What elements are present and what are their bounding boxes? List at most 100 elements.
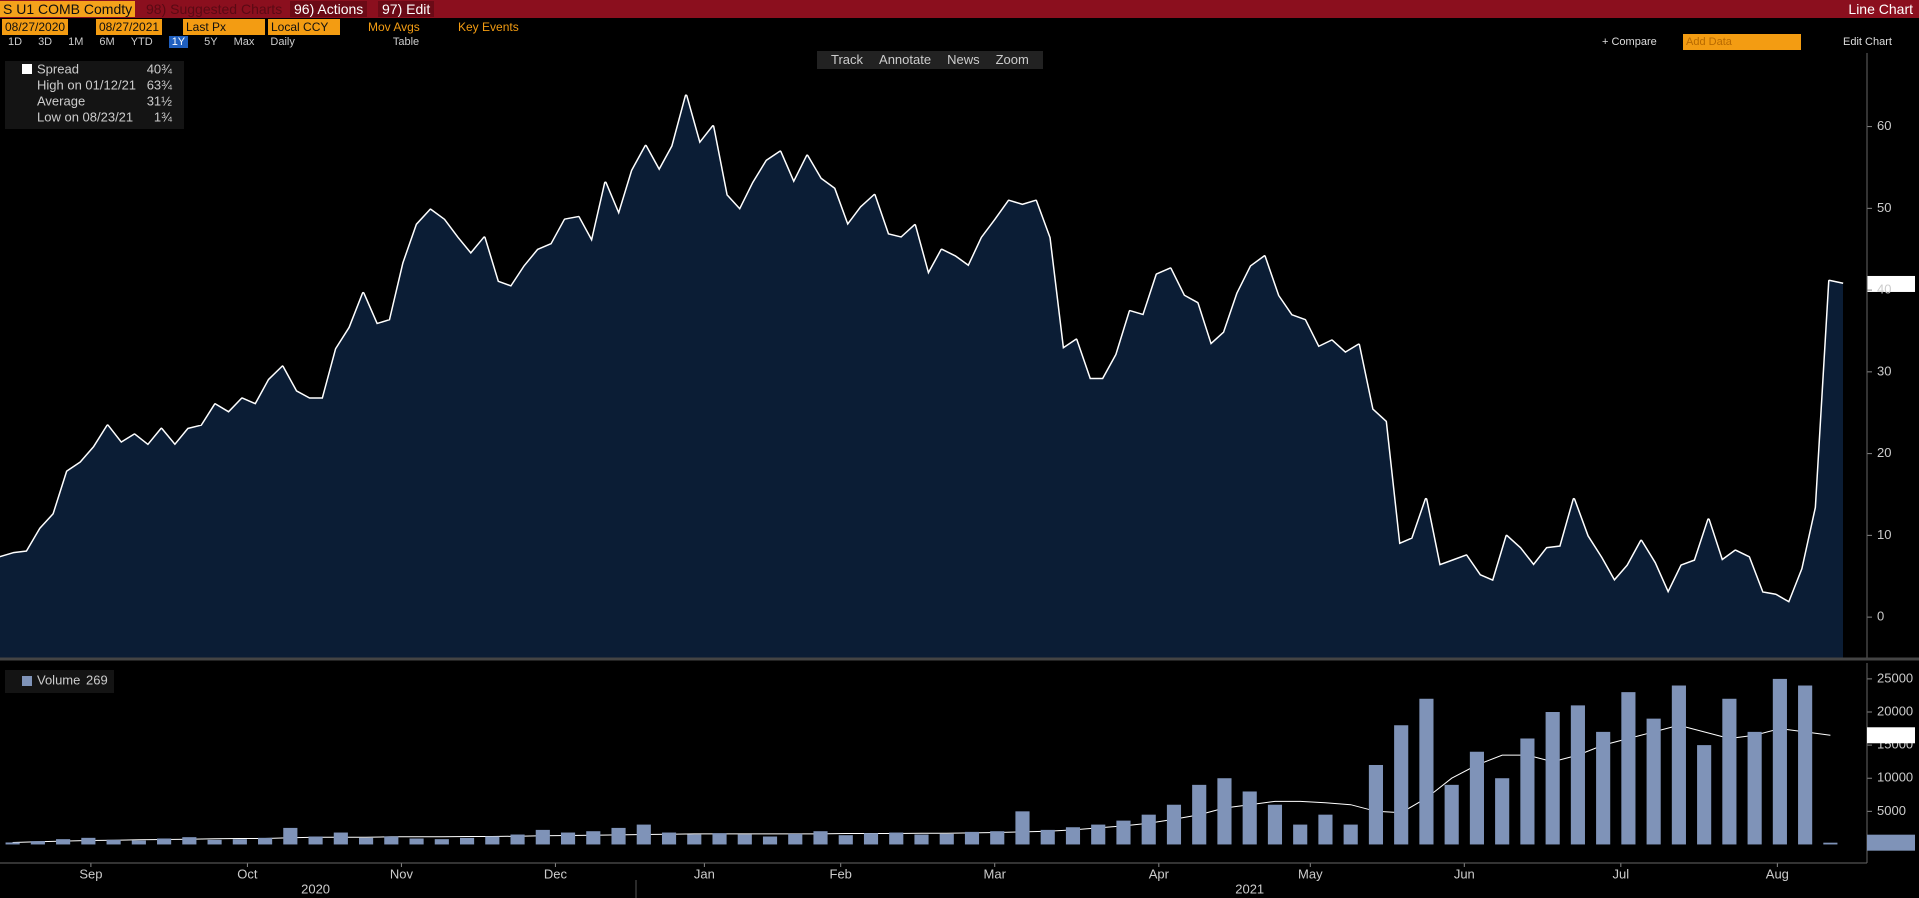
bar [889,832,904,845]
y-tick-label: 25000 [1877,670,1913,685]
bar [1368,764,1384,845]
bar [813,831,828,845]
add-data[interactable]: Add Data [1683,34,1801,50]
y-tick-label: 20000 [1877,703,1913,718]
volume-legend-box [5,670,114,693]
x-tick-label: Mar [984,866,1007,881]
bar [1520,738,1535,845]
bar [56,839,71,845]
y-tick-label: 10000 [1877,770,1913,785]
field[interactable]: Last Px [183,19,265,35]
bar [560,832,576,845]
bar [1444,784,1459,845]
year-label: 2020 [301,881,330,896]
tool[interactable]: Zoom [995,52,1029,67]
x-tick-label: May [1298,866,1323,881]
key-events[interactable]: Key Events [458,20,519,34]
bar [157,838,172,845]
period[interactable]: 6M [99,36,115,48]
bar [990,831,1005,845]
bar [106,839,121,845]
x-tick-label: Sep [79,866,102,881]
end-date[interactable]: 08/27/2021 [96,19,163,35]
y-tick-label: 15000 [1877,737,1913,752]
bar [258,837,273,845]
bar [1242,791,1257,845]
bar [5,842,20,845]
legend-label: High on 01/12/21 [37,77,136,92]
legend-box [5,61,184,129]
security[interactable]: S U1 COMB Comdty [0,1,136,17]
y-tick-label: 50 [1877,200,1891,215]
bar [182,837,197,845]
legend-swatch [22,64,32,74]
bar [1267,804,1283,845]
currency[interactable]: Local CCY [268,19,340,35]
tool[interactable]: Annotate [879,52,932,67]
x-tick-label: Feb [830,866,852,881]
x-tick-label: Apr [1149,866,1170,881]
price-tag-label: 269 [1871,834,1893,849]
bar [1318,814,1333,845]
bar [131,840,146,845]
legend-value: 1¾ [154,109,172,124]
actions-menu[interactable]: 96) Actions [290,1,368,17]
y-tick-label: 30 [1877,363,1891,378]
tool[interactable]: Track [831,52,864,67]
bar [459,837,475,845]
bar [1015,811,1030,845]
legend-value: 63¾ [147,77,172,92]
compare[interactable]: + Compare [1602,36,1657,48]
x-tick-label: Oct [237,866,258,881]
bar [611,827,626,845]
period-bar: 1D 3D 1M 6M YTD 1Y 5Y Max Daily Table [4,34,427,50]
bar [1697,745,1712,845]
frequency[interactable]: Daily [270,36,295,48]
legend-value: 31½ [147,93,172,108]
bar [30,841,45,845]
edit-chart[interactable]: Edit Chart [1843,36,1892,48]
period[interactable]: 3D [38,36,53,48]
bar [1722,698,1737,845]
legend-value: 269 [86,672,108,687]
tool[interactable]: News [947,52,980,67]
period[interactable]: Max [233,36,255,48]
bar [863,833,879,845]
line [0,94,1844,605]
bar [1621,692,1636,845]
period[interactable]: 5Y [204,36,218,48]
y-tick-label: 10 [1877,527,1891,542]
bar [1040,829,1055,845]
bar [712,833,727,845]
tool-bar: Track Annotate News Zoom [817,51,1043,69]
bar [1166,804,1182,845]
bar [1545,712,1560,845]
bar [838,835,853,845]
bar [1116,820,1131,845]
bar [964,831,980,845]
x-tick-label: Jun [1454,866,1475,881]
period[interactable]: 1Y [168,36,189,48]
bar [81,837,96,845]
area-fill [0,95,1843,658]
suggested-charts[interactable]: 98) Suggested Charts [146,1,283,17]
y-tick-label: 40 [1877,282,1891,297]
price-tag [1867,727,1915,744]
bar [1646,718,1661,845]
x-tick-label: Dec [544,866,568,881]
bar [1141,814,1156,845]
table-button[interactable]: Table [392,36,420,48]
bar [510,834,525,845]
start-date[interactable]: 08/27/2020 [2,19,69,35]
price-tag-label: 16486 [1871,727,1907,742]
edit-menu[interactable]: 97) Edit [378,1,435,17]
period[interactable]: 1D [8,36,23,48]
bar [1065,827,1081,845]
period[interactable]: YTD [130,36,153,48]
mov-avgs[interactable]: Mov Avgs [368,20,420,34]
period[interactable]: 1M [68,36,84,48]
chart-type: Line Chart [1848,1,1913,17]
bar [914,834,929,845]
